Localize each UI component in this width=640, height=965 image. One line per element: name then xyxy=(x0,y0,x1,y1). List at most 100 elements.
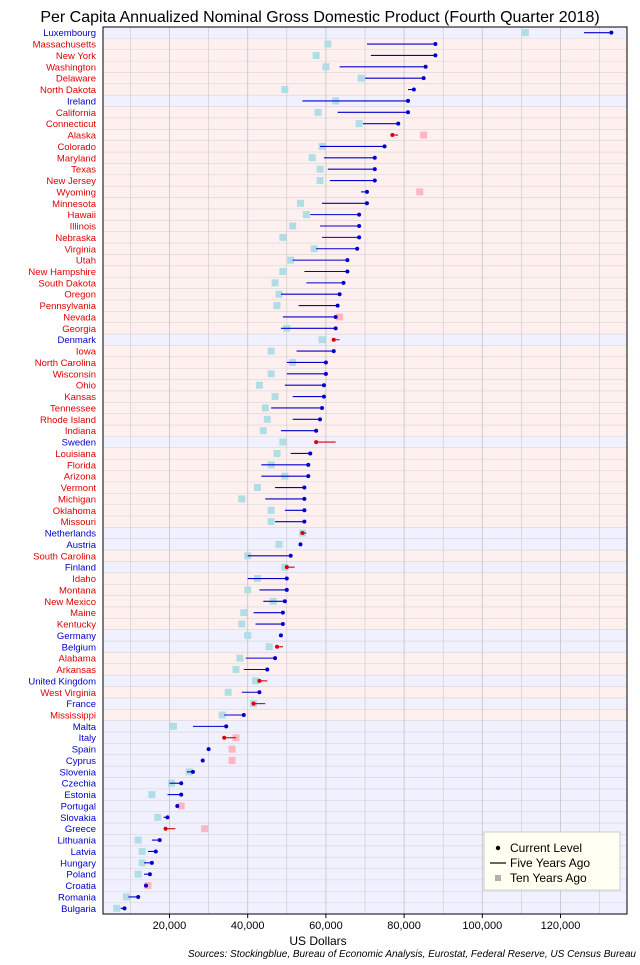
current-level-point xyxy=(302,485,307,490)
source-note: Sources: Stockingblue, Bureau of Economi… xyxy=(188,949,637,960)
row-label: Slovakia xyxy=(60,813,97,824)
ten-years-ago-marker xyxy=(322,63,330,71)
row-label: Cyprus xyxy=(66,756,96,767)
row-label: Denmark xyxy=(57,335,96,346)
current-level-point xyxy=(406,98,411,103)
current-level-point xyxy=(284,565,289,570)
row-label: Texas xyxy=(71,165,96,176)
row-label: Minnesota xyxy=(52,199,97,210)
ten-years-ago-marker xyxy=(279,438,287,446)
current-level-point xyxy=(273,656,278,661)
row-label: North Carolina xyxy=(35,358,97,369)
ten-years-ago-marker xyxy=(275,290,283,298)
row-label: Italy xyxy=(79,733,97,744)
current-level-point xyxy=(335,303,340,308)
current-level-point xyxy=(179,792,184,797)
ten-years-ago-marker xyxy=(238,620,246,628)
current-level-point xyxy=(257,678,262,683)
row-label: Colorado xyxy=(57,142,96,153)
current-level-point xyxy=(147,872,152,877)
ten-years-ago-marker xyxy=(267,506,275,514)
current-level-point xyxy=(306,462,311,467)
ten-years-ago-marker xyxy=(113,904,121,912)
row-label: United Kingdom xyxy=(28,676,96,687)
ten-years-ago-marker xyxy=(238,495,246,503)
row-label: Hawaii xyxy=(67,210,96,221)
current-level-point xyxy=(345,258,350,263)
row-label: Tennessee xyxy=(50,403,96,414)
ten-years-ago-marker xyxy=(177,802,185,810)
current-level-point xyxy=(278,633,283,638)
row-label: Kentucky xyxy=(57,620,96,631)
row-label: Wisconsin xyxy=(53,369,96,380)
ten-years-ago-marker xyxy=(259,427,267,435)
row-label: Indiana xyxy=(65,426,97,437)
row-label: Belgium xyxy=(62,642,96,653)
ten-years-ago-marker xyxy=(134,836,142,844)
row-label: Kansas xyxy=(64,392,96,403)
x-tick-label: 40,000 xyxy=(231,920,265,932)
current-level-point xyxy=(423,64,428,69)
ten-years-ago-marker xyxy=(252,677,260,685)
current-level-point xyxy=(411,87,416,92)
legend-ten-label: Ten Years Ago xyxy=(510,871,587,885)
legend-current-dot xyxy=(495,845,501,851)
row-label: California xyxy=(56,108,97,119)
current-level-point xyxy=(153,849,158,854)
current-level-point xyxy=(345,269,350,274)
current-level-points xyxy=(122,30,614,911)
current-level-point xyxy=(390,133,395,138)
current-level-point xyxy=(206,747,211,752)
ten-years-ago-marker xyxy=(228,745,236,753)
row-label: Vermont xyxy=(61,483,97,494)
ten-years-ago-marker xyxy=(271,279,279,287)
row-label: Wyoming xyxy=(56,187,96,198)
current-level-point xyxy=(372,167,377,172)
ten-years-ago-marker xyxy=(244,631,252,639)
ten-years-ago-marker xyxy=(201,825,209,833)
current-level-point xyxy=(280,610,285,615)
ten-years-ago-marker xyxy=(279,267,287,275)
row-label: Delaware xyxy=(56,74,96,85)
ten-years-ago-marker xyxy=(154,813,162,821)
ten-years-ago-marker xyxy=(253,484,261,492)
row-label: Arkansas xyxy=(56,665,96,676)
current-level-point xyxy=(251,701,256,706)
current-level-point xyxy=(122,906,127,911)
ten-years-ago-marker xyxy=(310,245,318,253)
ten-years-ago-marker xyxy=(279,233,287,241)
x-tick-label: 20,000 xyxy=(153,920,187,932)
current-level-point xyxy=(314,428,319,433)
ten-years-ago-marker xyxy=(271,393,279,401)
current-level-point xyxy=(265,667,270,672)
current-level-point xyxy=(357,224,362,229)
current-level-point xyxy=(275,644,280,649)
ten-years-ago-marker xyxy=(316,177,324,185)
row-label: Missouri xyxy=(61,517,96,528)
current-level-point xyxy=(318,417,323,422)
current-level-point xyxy=(341,280,346,285)
ten-years-ago-marker xyxy=(416,188,424,196)
current-level-point xyxy=(337,292,342,297)
x-axis-label: US Dollars xyxy=(289,934,346,948)
row-label: West Virginia xyxy=(40,688,96,699)
ten-years-ago-marker xyxy=(122,893,130,901)
row-label: Spain xyxy=(72,745,96,756)
current-level-point xyxy=(372,155,377,160)
legend: Current Level Five Years Ago Ten Years A… xyxy=(483,831,621,891)
row-label: New Mexico xyxy=(44,597,96,608)
current-level-point xyxy=(396,121,401,126)
current-level-point xyxy=(241,712,246,717)
row-label: South Dakota xyxy=(38,278,96,289)
ten-years-ago-marker xyxy=(281,86,289,94)
row-label: Latvia xyxy=(71,847,97,858)
row-label: Netherlands xyxy=(45,529,96,540)
ten-years-ago-marker xyxy=(148,791,156,799)
current-level-point xyxy=(302,496,307,501)
row-label: Greece xyxy=(65,824,96,835)
ten-years-ago-marker xyxy=(261,404,269,412)
row-label: Ohio xyxy=(76,381,96,392)
current-level-point xyxy=(421,76,426,81)
row-label: Alabama xyxy=(59,654,97,665)
ten-years-ago-marker xyxy=(316,165,324,173)
